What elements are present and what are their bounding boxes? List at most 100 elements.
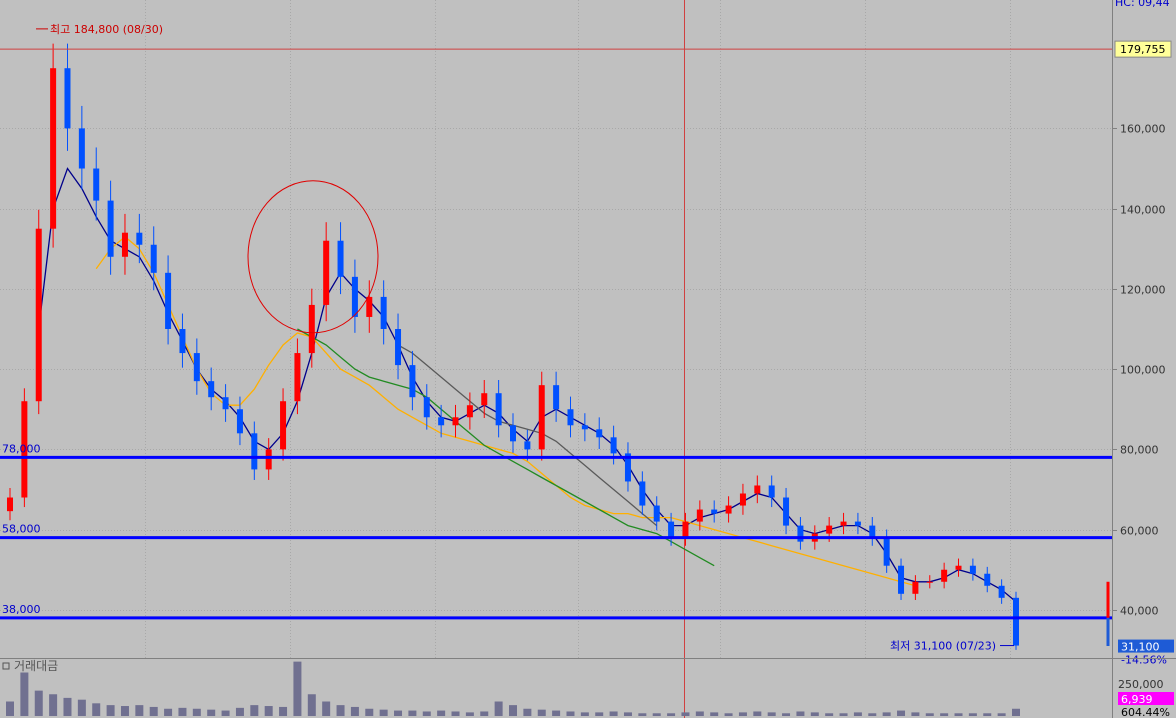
y-tick-label: 60,000 — [1120, 525, 1159, 538]
candle-body — [739, 493, 746, 506]
volume-last-label: 6,939 — [1121, 693, 1153, 706]
annotations: 179,755 최고 184,800 (08/30) 최저 31,100 (07/2… — [0, 23, 1174, 667]
volume-bar — [566, 711, 575, 716]
y-tick-label: 80,000 — [1120, 444, 1159, 457]
y-axis: 160,000 140,000 120,000 100,000 80,000 60,000… — [1112, 123, 1166, 618]
candle-body — [955, 565, 962, 570]
candle-body — [1013, 597, 1019, 646]
volume-change-label: 604.44% — [1121, 706, 1170, 718]
volume-bar — [782, 713, 791, 716]
last-price-label: 31,100 — [1121, 641, 1160, 654]
volume-bar — [767, 712, 776, 716]
ma-line — [95, 235, 916, 587]
candle-body — [121, 232, 128, 257]
volume-bar — [595, 712, 604, 716]
volume-bar — [825, 713, 834, 716]
candle-body — [610, 437, 617, 454]
candle-body — [323, 240, 330, 305]
candle-body — [696, 509, 703, 522]
candle-body — [596, 429, 603, 438]
candle-body — [165, 272, 172, 329]
volume-bar — [451, 711, 460, 716]
candle-body — [754, 485, 761, 494]
volume-bar — [164, 708, 173, 716]
volume-bar — [307, 694, 316, 716]
volume-last-box — [1118, 692, 1174, 705]
candle-body — [941, 569, 948, 582]
volume-bar — [92, 703, 101, 716]
volume-bar — [925, 713, 934, 716]
ma-line — [397, 344, 658, 527]
candle-body — [783, 497, 790, 526]
volume-bar — [480, 711, 489, 716]
volume-bar — [868, 713, 877, 716]
volume-bar — [494, 701, 503, 716]
y-tick-label: 160,000 — [1120, 123, 1166, 136]
candle-body — [926, 581, 933, 583]
volume-bar — [63, 697, 72, 716]
candle-body — [624, 453, 631, 482]
volume-bar — [839, 713, 848, 716]
candle-body — [93, 168, 100, 201]
candle-body — [653, 505, 660, 522]
volume-bar — [135, 705, 144, 716]
candle-body — [50, 68, 57, 229]
volume-title-box — [2, 662, 10, 670]
volume-bar — [695, 711, 704, 716]
volume-bar — [365, 708, 374, 716]
candle-body — [236, 409, 243, 434]
volume-bar — [279, 706, 288, 716]
candle-body — [854, 521, 861, 526]
candle-body — [581, 425, 588, 430]
volume-bar — [609, 711, 618, 716]
volume-bar — [796, 711, 805, 716]
volume-bar — [983, 713, 992, 716]
candle-body — [711, 509, 718, 514]
last-price-box — [1118, 639, 1174, 653]
volume-bar — [509, 705, 517, 716]
volume-bar — [178, 707, 187, 716]
candle-body — [35, 228, 42, 402]
candle-body — [7, 497, 13, 512]
candle-body — [208, 381, 215, 398]
candle-body — [768, 485, 775, 498]
candle-body — [840, 521, 847, 526]
candle-body — [193, 353, 200, 382]
volume-bar — [264, 706, 273, 716]
candle-body — [495, 393, 502, 426]
candle-body — [64, 68, 71, 129]
candle-body — [280, 401, 287, 450]
candle-body — [136, 232, 143, 245]
volume-bar — [911, 712, 920, 716]
volume-bar — [968, 713, 977, 716]
candlesticks — [7, 43, 1019, 650]
volume-bar — [580, 712, 589, 716]
volume-bar — [20, 672, 29, 716]
volume-bar — [77, 699, 86, 716]
candle-body — [294, 353, 301, 402]
volume-bar — [293, 661, 302, 716]
volume-bar — [681, 712, 690, 716]
volume-bar — [997, 713, 1006, 716]
candle-body — [78, 128, 85, 169]
candle-body — [409, 365, 416, 398]
volume-bar — [336, 705, 345, 716]
y-tick-label: 100,000 — [1120, 364, 1166, 377]
volume-bar — [422, 711, 431, 716]
volume-bar — [6, 701, 14, 716]
candle-body — [898, 565, 905, 594]
candle-body — [265, 449, 272, 470]
candle-body — [984, 573, 991, 586]
candle-body — [869, 525, 876, 538]
volume-bar — [394, 710, 403, 716]
candle-body — [912, 581, 919, 594]
candle-body — [682, 521, 689, 538]
volume-bar — [408, 710, 417, 716]
volume-bar — [192, 708, 201, 716]
volume-bar — [34, 690, 43, 716]
candle-body — [395, 329, 402, 366]
candle-body — [553, 385, 560, 410]
volume-tick-label: 250,000 — [1118, 678, 1164, 691]
